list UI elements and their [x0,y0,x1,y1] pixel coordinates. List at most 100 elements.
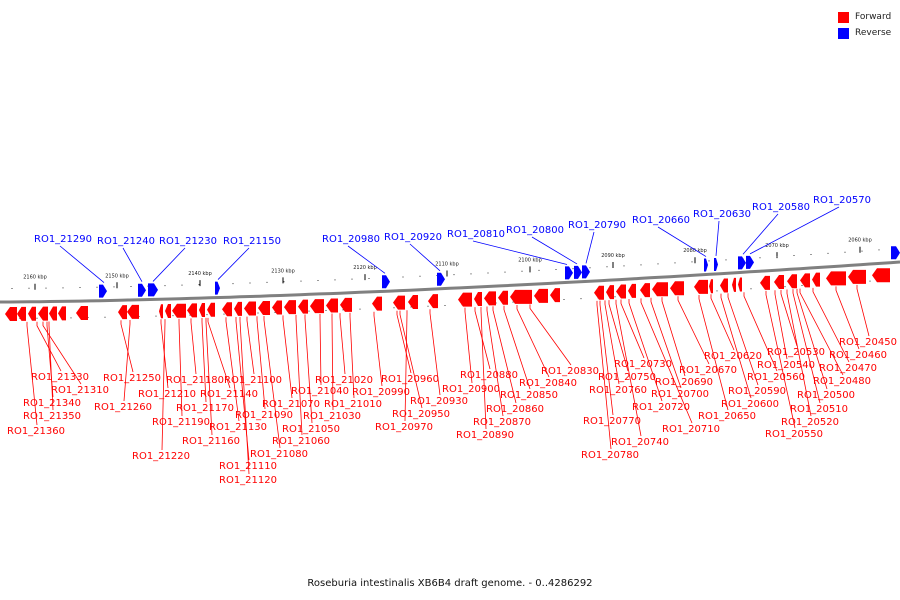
genome-backbone [0,260,900,304]
forward-label-leader [319,313,322,386]
forward-label-leader [120,320,134,373]
forward-gene-arrow [484,291,496,306]
forward-gene-label: RO1_21090 [235,410,293,421]
forward-gene-arrow [207,302,215,317]
forward-gene-label: RO1_20620 [704,351,762,362]
forward-label-leader [304,314,313,424]
forward-gene-label: RO1_20540 [757,360,815,371]
scale-tick-label: 2140 kbp [188,271,212,277]
forward-gene-label: RO1_21350 [23,411,81,422]
forward-gene-arrow [628,283,636,298]
forward-label-leader [856,284,870,337]
forward-gene-arrow [222,302,232,317]
legend-swatch-forward [838,11,849,23]
reverse-gene-label: RO1_20660 [632,215,690,226]
forward-gene-arrow [272,300,282,315]
forward-gene-label: RO1_20780 [581,450,639,461]
forward-gene-arrow [709,279,713,294]
forward-gene-label: RO1_20480 [813,376,871,387]
forward-gene-label: RO1_20720 [632,402,690,413]
forward-gene-label: RO1_20520 [781,417,839,428]
forward-gene-arrow [872,268,890,283]
forward-gene-label: RO1_21060 [272,436,330,447]
forward-gene-arrow [372,296,382,311]
scale-tick-label: 2060 kbp [848,238,872,244]
scale-tick-label: 2110 kbp [435,261,459,267]
forward-label-leader [486,306,504,417]
reverse-gene-arrow [437,272,445,286]
forward-label-leader [812,287,850,363]
forward-label-leader [650,297,682,389]
reverse-gene-arrow [746,255,754,269]
figure-caption: Roseburia intestinalis XB6B4 draft genom… [307,578,593,589]
forward-label-leader [661,297,686,377]
forward-gene-arrow [474,291,482,306]
forward-label-leader [178,318,183,417]
forward-gene-arrow [652,282,668,297]
forward-gene-arrow [640,283,650,298]
forward-gene-arrow [826,271,846,286]
forward-gene-label: RO1_20670 [679,365,737,376]
scale-tick-label: 2070 kbp [765,243,789,249]
reverse-gene-arrow [582,265,590,279]
forward-label-leader [331,313,334,411]
forward-label-leader [373,311,383,387]
forward-label-leader [765,290,796,429]
legend: Forward Reverse [838,9,891,41]
reverse-gene-label: RO1_20790 [568,220,626,231]
forward-gene-arrow [498,290,508,305]
forward-label-leader [239,316,250,475]
forward-label-leader [792,289,821,404]
forward-label-leader [474,307,491,370]
forward-gene-label: RO1_20960 [381,374,439,385]
forward-gene-label: RO1_21040 [291,386,349,397]
forward-gene-label: RO1_21250 [103,373,161,384]
forward-gene-arrow [187,303,197,318]
scale-tick-label: 2100 kbp [518,257,542,263]
forward-gene-label: RO1_20770 [583,416,641,427]
forward-label-leader [123,320,131,402]
forward-gene-label: RO1_20870 [473,417,531,428]
forward-label-leader [48,321,54,411]
forward-gene-label: RO1_20760 [589,385,647,396]
scale-tick-label: 2080 kbp [683,248,707,254]
forward-label-leader [201,318,207,403]
forward-gene-label: RO1_20750 [598,372,656,383]
forward-label-leader [710,294,735,351]
forward-gene-label: RO1_21360 [7,426,65,437]
forward-gene-arrow [284,300,296,315]
forward-gene-arrow [510,289,532,304]
forward-gene-label: RO1_20550 [765,429,823,440]
reverse-gene-label: RO1_20580 [752,202,810,213]
reverse-gene-label: RO1_20800 [506,225,564,236]
forward-gene-arrow [393,295,405,310]
reverse-gene-arrow [738,256,746,270]
forward-label-leader [429,309,441,396]
scale-tick-label: 2090 kbp [601,253,625,259]
forward-label-leader [516,305,550,378]
forward-gene-arrow [38,306,48,321]
forward-gene-arrow [760,275,770,290]
forward-label-leader [399,310,423,409]
forward-gene-arrow [848,269,866,284]
forward-label-leader [349,312,355,399]
reverse-gene-label: RO1_20920 [384,232,442,243]
reverse-gene-arrow [704,258,708,272]
forward-gene-label: RO1_20990 [352,387,410,398]
legend-swatch-reverse [838,27,849,39]
forward-label-leader [282,315,293,399]
forward-gene-arrow [670,281,684,296]
forward-gene-label: RO1_20740 [611,437,669,448]
reverse-gene-label: RO1_20630 [693,209,751,220]
reverse-genes [99,246,900,298]
forward-gene-arrow [172,303,186,318]
forward-gene-label: RO1_20700 [651,389,709,400]
forward-gene-label: RO1_20690 [655,377,713,388]
forward-label-leader [503,305,531,390]
forward-gene-arrow [310,299,324,314]
forward-label-leader [190,318,197,375]
reverse-gene-labels: RO1_21290 RO1_21240 RO1_21230 RO1_21150 RO1_… [34,195,871,283]
forward-gene-label: RO1_20510 [790,404,848,415]
forward-gene-label: RO1_20500 [797,390,855,401]
